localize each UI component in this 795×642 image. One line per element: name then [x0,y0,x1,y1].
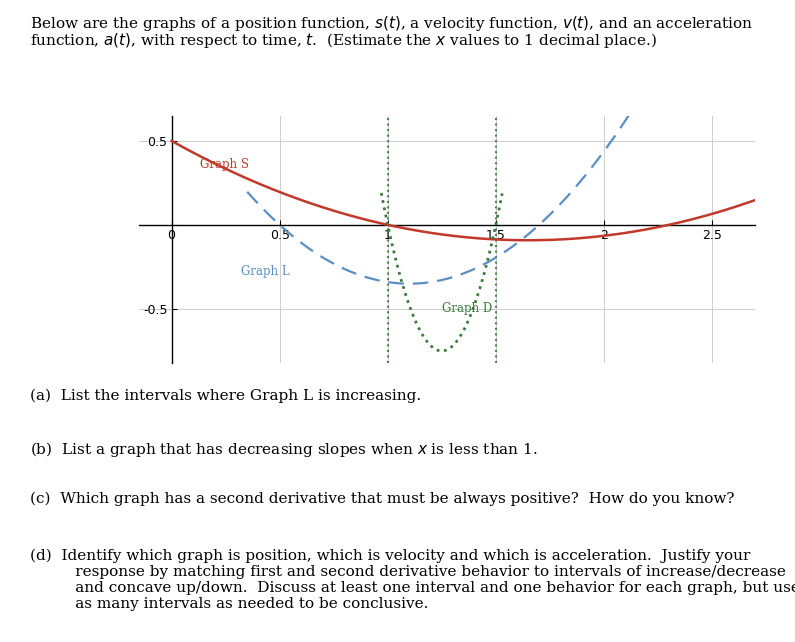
Text: Graph S: Graph S [200,158,249,171]
Text: (a)  List the intervals where Graph L is increasing.: (a) List the intervals where Graph L is … [30,388,421,403]
Text: response by matching first and second derivative behavior to intervals of increa: response by matching first and second de… [46,565,786,579]
Text: Below are the graphs of a position function, $s(t)$, a velocity function, $v(t)$: Below are the graphs of a position funct… [30,14,753,33]
Text: and concave up/down.  Discuss at least one interval and one behavior for each gr: and concave up/down. Discuss at least on… [46,581,795,595]
Text: (c)  Which graph has a second derivative that must be always positive?  How do y: (c) Which graph has a second derivative … [30,491,735,505]
Text: Graph D: Graph D [442,302,492,315]
Text: function, $a(t)$, with respect to time, $t$.  (Estimate the $x$ values to 1 deci: function, $a(t)$, with respect to time, … [30,31,657,50]
Text: (b)  List a graph that has decreasing slopes when $x$ is less than 1.: (b) List a graph that has decreasing slo… [30,440,538,459]
Text: (d)  Identify which graph is position, which is velocity and which is accelerati: (d) Identify which graph is position, wh… [30,549,750,563]
Text: as many intervals as needed to be conclusive.: as many intervals as needed to be conclu… [46,597,429,611]
Text: Graph L: Graph L [241,265,289,279]
